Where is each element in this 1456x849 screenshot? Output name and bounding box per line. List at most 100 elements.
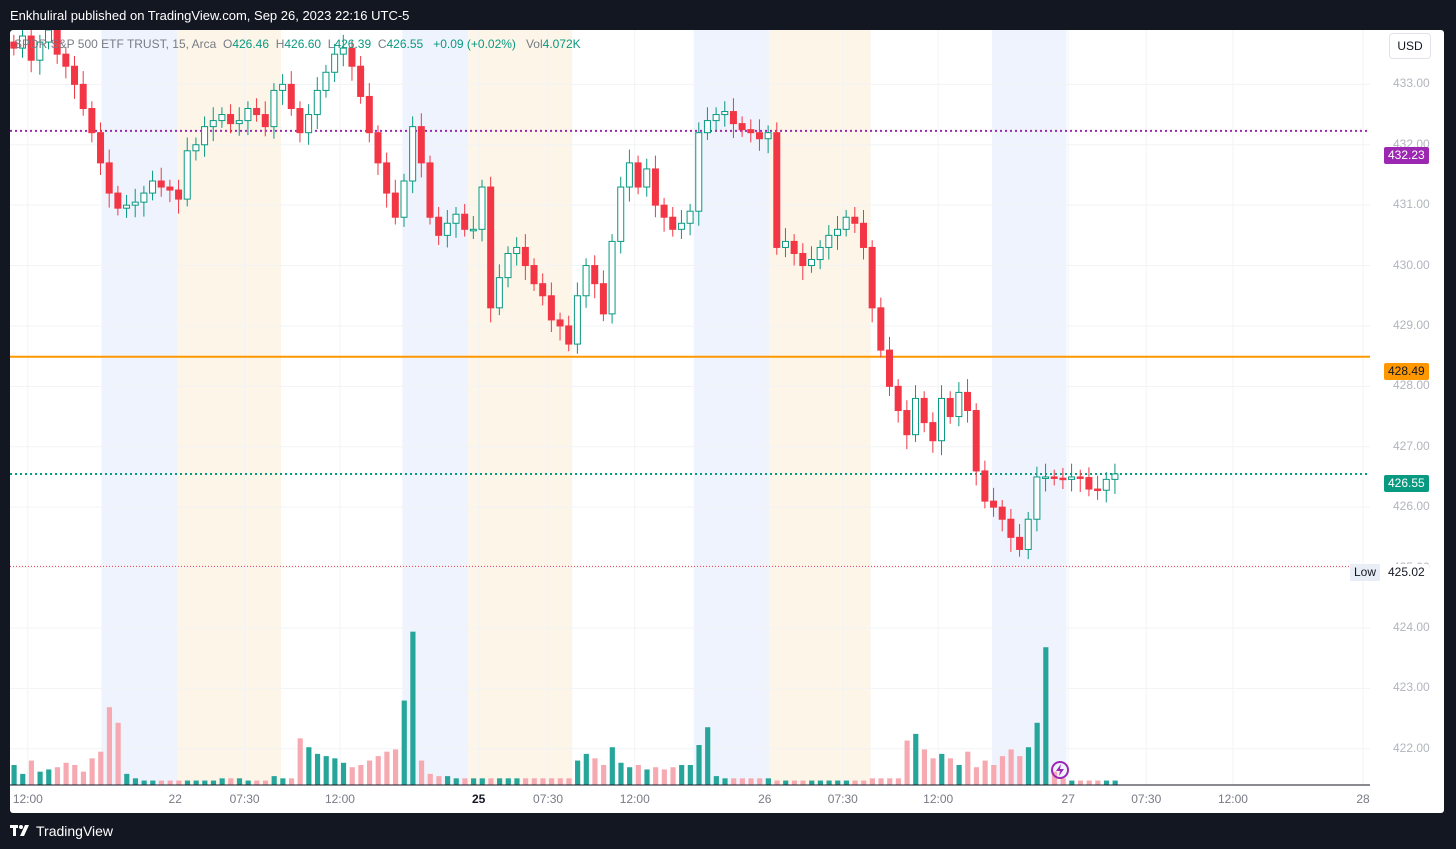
candle-body (1050, 476, 1058, 479)
volume-bar (37, 771, 43, 785)
volume-bar (956, 765, 962, 785)
candle-body (747, 129, 755, 134)
volume-bar (783, 780, 789, 785)
volume-bar (835, 780, 841, 785)
volume-bar (895, 778, 902, 785)
y-tick-label: 424.00 (1393, 619, 1430, 634)
candle-body (703, 120, 711, 134)
publisher-text: Enkhuliral published on TradingView.com,… (10, 8, 410, 23)
volume-bar (167, 780, 173, 785)
chart-frame[interactable]: SPDR S&P 500 ETF TRUST, 15, Arca O426.46… (10, 30, 1444, 813)
candle-body (1033, 476, 1041, 520)
candle-body (625, 162, 633, 188)
candle-body (582, 265, 590, 297)
candle-body (721, 111, 729, 116)
volume-bar (757, 778, 763, 785)
volume-bar (392, 749, 399, 785)
candle-body (36, 41, 44, 61)
volume-bar (939, 753, 945, 785)
candle-body (920, 397, 928, 424)
volume-bar (297, 738, 303, 785)
candle-body (643, 168, 651, 188)
candle-body (851, 216, 859, 224)
y-tick-label: 433.00 (1393, 76, 1430, 91)
volume-bar (323, 756, 329, 785)
legend-close: 426.55 (386, 37, 424, 51)
candle-body (573, 295, 581, 345)
candle-body (912, 397, 920, 436)
volume-bar (661, 769, 667, 785)
volume-bar (193, 780, 199, 785)
candle-body (365, 95, 373, 134)
volume-bar (817, 780, 823, 785)
candle-body (183, 150, 191, 200)
volume-bar (774, 780, 780, 785)
candle-body (1085, 477, 1093, 490)
legend-open: 426.46 (232, 37, 270, 51)
candle-body (1024, 518, 1032, 550)
volume-bar (158, 780, 165, 785)
candle-body (660, 204, 668, 218)
volume-bar (11, 765, 17, 785)
candle-body (105, 162, 113, 194)
candle-body (695, 132, 703, 212)
volume-bar (462, 778, 468, 785)
legend-low: 426.39 (334, 37, 372, 51)
candle-body (374, 132, 382, 164)
candle-body (886, 349, 894, 387)
y-tick-label: 423.00 (1393, 680, 1430, 695)
currency-button[interactable]: USD (1389, 33, 1431, 59)
candle-body (547, 295, 555, 321)
tradingview-logo[interactable]: TradingView (10, 823, 113, 839)
y-tick-label: 431.00 (1393, 197, 1430, 212)
candle-body (1111, 473, 1119, 480)
candle-body (599, 283, 607, 315)
candle-body (799, 252, 807, 267)
session-band (468, 30, 573, 785)
candle-body (998, 506, 1006, 520)
volume-bar (852, 780, 858, 785)
candle-body (400, 180, 408, 218)
volume-bar (89, 758, 95, 785)
lightning-icon[interactable] (1051, 761, 1069, 779)
candle-body (149, 180, 157, 194)
volume-bar (566, 778, 572, 785)
volume-bar (609, 747, 615, 785)
candle-body (478, 186, 486, 230)
volume-bar (219, 778, 225, 785)
candle-body (331, 53, 339, 73)
volume-bar (982, 760, 988, 785)
volume-bar (991, 765, 997, 785)
candle-body (781, 240, 789, 248)
volume-bar (973, 767, 980, 785)
candle-body (348, 47, 356, 67)
volume-bar (1051, 771, 1058, 785)
volume-bar (505, 778, 511, 785)
volume-bar (20, 773, 26, 785)
volume-bar (843, 780, 849, 785)
volume-bar (514, 778, 520, 785)
candle-body (729, 111, 737, 125)
candle-body (790, 240, 798, 254)
candle-body (175, 189, 183, 200)
legend-volume: 4.072K (542, 37, 581, 51)
volume-bar (731, 778, 737, 785)
volume-bar (887, 778, 893, 785)
volume-bar (800, 780, 806, 785)
volume-bar (1069, 780, 1075, 785)
candle-body (738, 123, 746, 131)
volume-bar (861, 780, 867, 785)
volume-bar (904, 740, 910, 785)
candle-body (929, 422, 937, 442)
session-band (693, 30, 770, 785)
volume-bar (358, 765, 364, 785)
volume-bar (479, 778, 485, 785)
candle-body (990, 500, 998, 508)
candle-body (313, 89, 321, 116)
volume-bar (445, 776, 451, 785)
price-chart[interactable] (10, 30, 1444, 813)
volume-bar (453, 778, 459, 785)
candle-body (218, 114, 226, 122)
candle-body (10, 41, 18, 49)
candle-body (521, 246, 529, 267)
